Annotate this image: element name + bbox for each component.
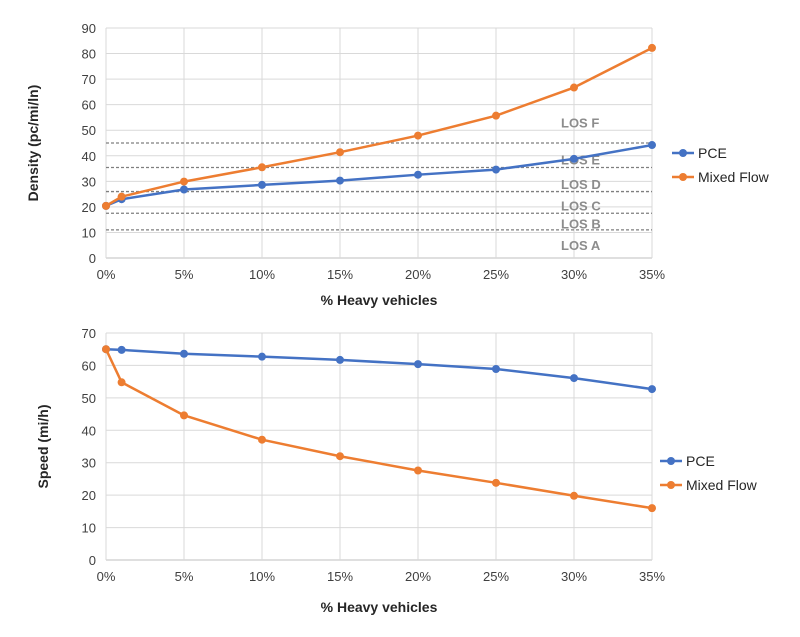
- data-point-pce: [648, 385, 656, 394]
- data-point-pce: [336, 355, 344, 364]
- data-point-pce: [336, 176, 344, 185]
- data-point-mixed-flow: [117, 192, 126, 201]
- y-axis-label: Density (pc/mi/ln): [25, 85, 41, 202]
- data-point-mixed-flow: [570, 83, 578, 92]
- data-point-mixed-flow: [258, 435, 266, 444]
- legend-label: Mixed Flow: [686, 477, 758, 493]
- los-label: LOS C: [561, 199, 601, 214]
- y-tick-label: 10: [82, 521, 96, 536]
- series-line-mixed-flow: [104, 348, 653, 510]
- x-tick-label: 20%: [405, 569, 431, 584]
- los-label: LOS B: [561, 217, 601, 232]
- data-point-mixed-flow: [258, 163, 266, 172]
- legend-marker: [679, 149, 687, 157]
- x-tick-label: 5%: [175, 569, 194, 584]
- los-label: LOS A: [561, 238, 601, 253]
- x-tick-label: 25%: [483, 267, 509, 282]
- legend-label: PCE: [698, 145, 727, 161]
- data-point-mixed-flow: [102, 201, 110, 210]
- los-label: LOS D: [561, 177, 601, 192]
- data-point-mixed-flow: [492, 478, 500, 487]
- chart-panel-1: 0 10 20 30 40 50 60 70 80 90 0% 5% 10% 15% 20% 25% 30% 35…: [25, 21, 770, 308]
- y-tick-label: 70: [82, 72, 96, 87]
- data-point-pce: [492, 165, 500, 174]
- y-tick-label: 30: [82, 174, 96, 189]
- y-tick-label: 50: [82, 391, 96, 406]
- chart-panel-2: 0 10 20 30 40 50 60 70 0% 5% 10% 15% 20% 25% 30% 35% PCE…: [35, 326, 758, 615]
- x-tick-label: 10%: [249, 569, 275, 584]
- data-point-mixed-flow: [102, 345, 110, 354]
- data-point-pce: [258, 352, 266, 361]
- y-tick-label: 60: [82, 358, 96, 373]
- data-point-pce: [492, 364, 500, 373]
- y-tick-label: 10: [82, 225, 96, 240]
- x-tick-label: 20%: [405, 267, 431, 282]
- data-point-mixed-flow: [648, 43, 656, 52]
- x-tick-label: 15%: [327, 267, 353, 282]
- data-point-mixed-flow: [117, 378, 126, 387]
- data-point-mixed-flow: [180, 411, 188, 420]
- data-point-mixed-flow: [336, 452, 344, 461]
- data-point-mixed-flow: [414, 466, 422, 475]
- x-tick-label: 35%: [639, 267, 665, 282]
- x-tick-label: 0%: [97, 569, 116, 584]
- x-tick-label: 0%: [97, 267, 116, 282]
- data-point-pce: [648, 141, 656, 150]
- y-tick-label: 0: [89, 553, 96, 568]
- x-tick-label: 30%: [561, 267, 587, 282]
- data-point-mixed-flow: [414, 131, 422, 140]
- data-point-pce: [570, 154, 578, 163]
- y-tick-label: 60: [82, 98, 96, 113]
- data-point-mixed-flow: [492, 111, 500, 120]
- data-point-pce: [258, 180, 266, 189]
- y-tick-label: 50: [82, 123, 96, 138]
- x-tick-label: 5%: [175, 267, 194, 282]
- x-tick-label: 25%: [483, 569, 509, 584]
- x-tick-label: 35%: [639, 569, 665, 584]
- y-axis-label: Speed (mi/h): [35, 404, 51, 488]
- y-tick-label: 40: [82, 149, 96, 164]
- data-point-pce: [414, 360, 422, 369]
- data-point-pce: [414, 170, 422, 179]
- y-tick-label: 70: [82, 326, 96, 341]
- data-point-pce: [180, 185, 188, 194]
- y-tick-label: 20: [82, 200, 96, 215]
- y-tick-label: 20: [82, 488, 96, 503]
- data-point-mixed-flow: [336, 148, 344, 157]
- x-axis-label: % Heavy vehicles: [321, 599, 438, 615]
- x-tick-label: 30%: [561, 569, 587, 584]
- x-tick-label: 10%: [249, 267, 275, 282]
- data-point-mixed-flow: [180, 177, 188, 186]
- legend-marker: [667, 481, 675, 489]
- y-tick-label: 40: [82, 423, 96, 438]
- legend-marker: [667, 457, 675, 465]
- data-point-mixed-flow: [570, 491, 578, 500]
- legend-label: Mixed Flow: [698, 169, 770, 185]
- los-label: LOS F: [561, 116, 599, 131]
- data-point-pce: [117, 345, 126, 354]
- series-line-pce: [105, 347, 653, 391]
- x-tick-label: 15%: [327, 569, 353, 584]
- legend-label: PCE: [686, 453, 715, 469]
- y-tick-label: 0: [89, 251, 96, 266]
- y-tick-label: 30: [82, 456, 96, 471]
- data-point-mixed-flow: [648, 504, 656, 513]
- y-tick-label: 80: [82, 47, 96, 62]
- y-tick-label: 90: [82, 21, 96, 36]
- legend-marker: [679, 173, 687, 181]
- x-axis-label: % Heavy vehicles: [321, 292, 438, 308]
- data-point-pce: [180, 349, 188, 358]
- data-point-pce: [570, 374, 578, 383]
